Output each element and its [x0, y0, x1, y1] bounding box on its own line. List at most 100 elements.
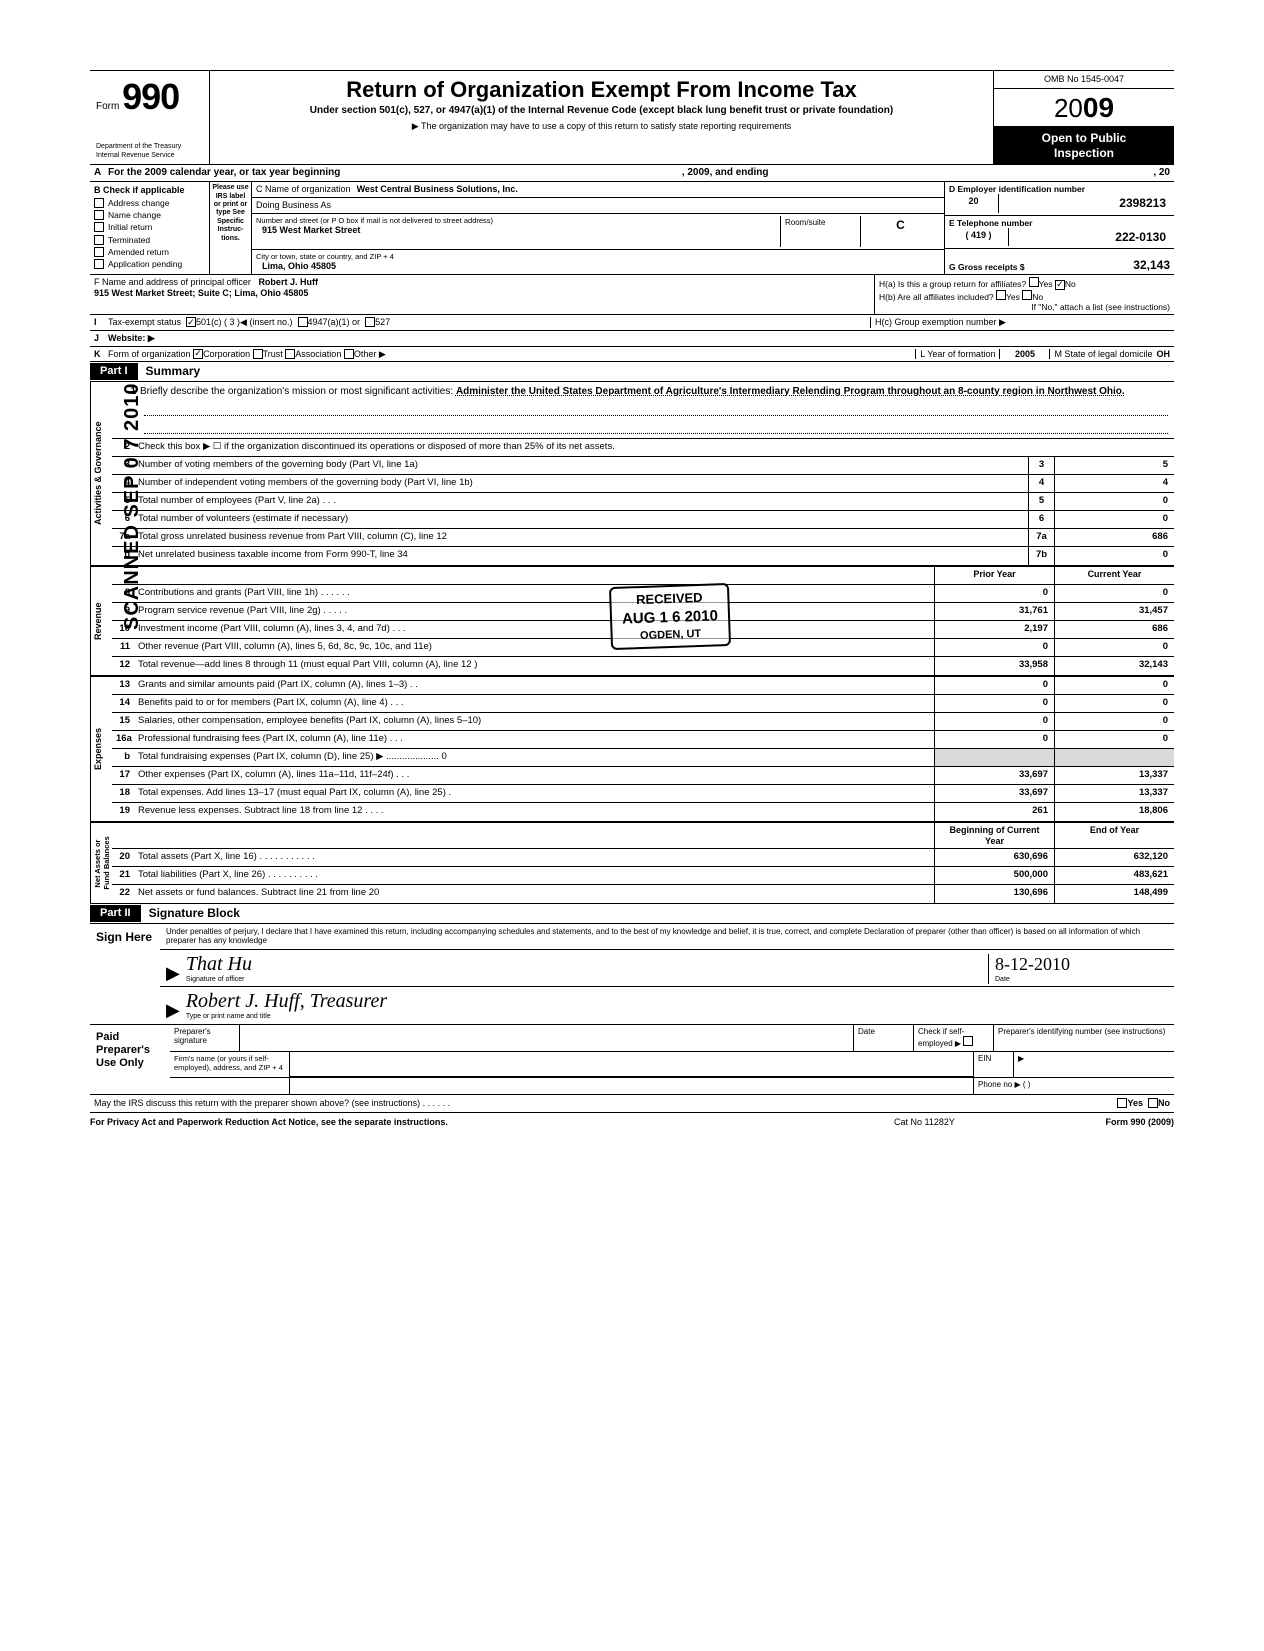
line-i: I Tax-exempt status ✓ 501(c) ( 3 )◀ (ins…: [90, 315, 1174, 331]
part-1-header: Part I Summary: [90, 361, 1174, 381]
f-name: Robert J. Huff: [258, 277, 318, 287]
cell-d: D Employer identification number 20 2398…: [945, 182, 1174, 216]
p-sig-field[interactable]: [240, 1025, 854, 1051]
row-num: 20: [112, 849, 134, 866]
p-self-text: Check if self- employed ▶: [918, 1027, 964, 1049]
checkbox-icon[interactable]: [253, 349, 263, 359]
open-line1: Open to Public: [998, 131, 1170, 145]
table-row: 17Other expenses (Part IX, column (A), l…: [112, 767, 1174, 785]
open-line2: Inspection: [998, 146, 1170, 160]
row-desc: Benefits paid to or for members (Part IX…: [134, 695, 934, 712]
row-value: 0: [1054, 493, 1174, 510]
chk-label: Initial return: [108, 222, 152, 232]
hb-note: If "No," attach a list (see instructions…: [879, 302, 1170, 312]
chk-initial-return[interactable]: Initial return: [94, 222, 205, 232]
row-current: 148,499: [1054, 885, 1174, 903]
form-label: Form: [96, 101, 119, 112]
row-current: 0: [1054, 713, 1174, 730]
page-footer: For Privacy Act and Paperwork Reduction …: [90, 1113, 1174, 1132]
chk-name-change[interactable]: Name change: [94, 210, 205, 220]
row-prior: 0: [934, 639, 1054, 656]
checkbox-icon[interactable]: ✓: [193, 349, 203, 359]
row-num: 21: [112, 867, 134, 884]
table-row: 18Total expenses. Add lines 13–17 (must …: [112, 785, 1174, 803]
firm-field-2[interactable]: [290, 1078, 974, 1094]
k-assoc: Association: [295, 349, 341, 360]
mission-text: Administer the United States Department …: [456, 386, 1125, 397]
checkbox-icon[interactable]: [1022, 290, 1032, 300]
d-prefix: 20: [949, 194, 999, 212]
row-desc: Revenue less expenses. Subtract line 18 …: [134, 803, 934, 821]
section-netassets: Net Assets or Fund Balances Beginning of…: [90, 821, 1174, 904]
omb-number: OMB No 1545-0047: [994, 71, 1174, 89]
row-prior: 33,697: [934, 767, 1054, 784]
checkbox-icon[interactable]: ✓: [1055, 280, 1065, 290]
checkbox-icon[interactable]: [996, 290, 1006, 300]
header-center: Return of Organization Exempt From Incom…: [210, 71, 994, 164]
row-mini: 7a: [1028, 529, 1054, 546]
received-top: RECEIVED: [621, 589, 717, 608]
chk-terminated[interactable]: Terminated: [94, 235, 205, 245]
row-desc: Total expenses. Add lines 13–17 (must eq…: [134, 785, 934, 802]
row-prior: 261: [934, 803, 1054, 821]
block-fh: F Name and address of principal officer …: [90, 275, 1174, 315]
side-label-expenses: Expenses: [90, 677, 112, 821]
row-num: 16a: [112, 731, 134, 748]
checkbox-icon[interactable]: [344, 349, 354, 359]
hc-label: H(c) Group exemption number ▶: [870, 317, 1170, 328]
firm-field-1[interactable]: [290, 1052, 974, 1077]
firm-label: Firm's name (or yours if self-employed),…: [170, 1052, 290, 1077]
row-desc: Salaries, other compensation, employee b…: [134, 713, 934, 730]
form-subtitle: Under section 501(c), 527, or 4947(a)(1)…: [220, 105, 983, 117]
line-k: K Form of organization ✓Corporation Trus…: [90, 346, 1174, 362]
row-desc: Total liabilities (Part X, line 26) . . …: [134, 867, 934, 884]
row-current: 0: [1054, 639, 1174, 656]
checkbox-icon[interactable]: [285, 349, 295, 359]
checkbox-icon[interactable]: [1148, 1098, 1158, 1108]
mission-lead-text: Briefly describe the organization's miss…: [140, 386, 453, 397]
row-prior: 31,761: [934, 603, 1054, 620]
row-num: 11: [112, 639, 134, 656]
checkbox-icon[interactable]: [1117, 1098, 1127, 1108]
row-desc: Number of independent voting members of …: [134, 475, 1028, 492]
signature-row: ▶ That Hu Signature of officer 8-12-2010…: [160, 950, 1174, 987]
hb-yes: Yes: [1006, 292, 1020, 302]
row-current: 0: [1054, 731, 1174, 748]
col-header-row: Prior Year Current Year: [112, 567, 1174, 585]
checkbox-icon[interactable]: [1029, 277, 1039, 287]
row-desc: Professional fundraising fees (Part IX, …: [134, 731, 934, 748]
row-desc: Number of voting members of the governin…: [134, 457, 1028, 474]
row-mini: 5: [1028, 493, 1054, 510]
section-governance: Activities & Governance 1 Briefly descri…: [90, 382, 1174, 565]
table-row: 6Total number of volunteers (estimate if…: [112, 511, 1174, 529]
hdr-current: Current Year: [1054, 567, 1174, 584]
officer-name-title: Robert J. Huff, Treasurer: [186, 989, 1168, 1013]
col-b-header: B Check if applicable: [94, 185, 205, 196]
chk-amended[interactable]: Amended return: [94, 247, 205, 257]
row-a-tag: A: [94, 167, 108, 179]
p-self-label: Check if self- employed ▶: [914, 1025, 994, 1051]
chk-address-change[interactable]: Address change: [94, 198, 205, 208]
checkbox-icon: [94, 259, 104, 269]
f-addr: 915 West Market Street; Suite C; Lima, O…: [94, 288, 308, 298]
row-current: 32,143: [1054, 657, 1174, 675]
row-desc: Other expenses (Part IX, column (A), lin…: [134, 767, 934, 784]
row-mini: 6: [1028, 511, 1054, 528]
checkbox-icon[interactable]: ✓: [186, 317, 196, 327]
checkbox-icon[interactable]: [365, 317, 375, 327]
received-bottom: OGDEN, UT: [622, 627, 718, 644]
j-tag: J: [94, 333, 108, 344]
row-desc: Program service revenue (Part VIII, line…: [134, 603, 934, 620]
checkbox-icon: [94, 235, 104, 245]
discuss-text: May the IRS discuss this return with the…: [94, 1098, 1117, 1109]
form-990-page: SCANNED SEP 0 7 2010 Form 990 Department…: [90, 70, 1174, 1131]
row-num: 18: [112, 785, 134, 802]
chk-application-pending[interactable]: Application pending: [94, 259, 205, 269]
signature-right: Under penalties of perjury, I declare th…: [160, 924, 1174, 1024]
row-current: 632,120: [1054, 849, 1174, 866]
ein-field[interactable]: ▶: [1014, 1052, 1174, 1077]
header-right: OMB No 1545-0047 2009 Open to Public Ins…: [994, 71, 1174, 164]
checkbox-icon[interactable]: [298, 317, 308, 327]
checkbox-icon[interactable]: [963, 1036, 973, 1046]
arrow-icon: ▶: [166, 1000, 180, 1022]
